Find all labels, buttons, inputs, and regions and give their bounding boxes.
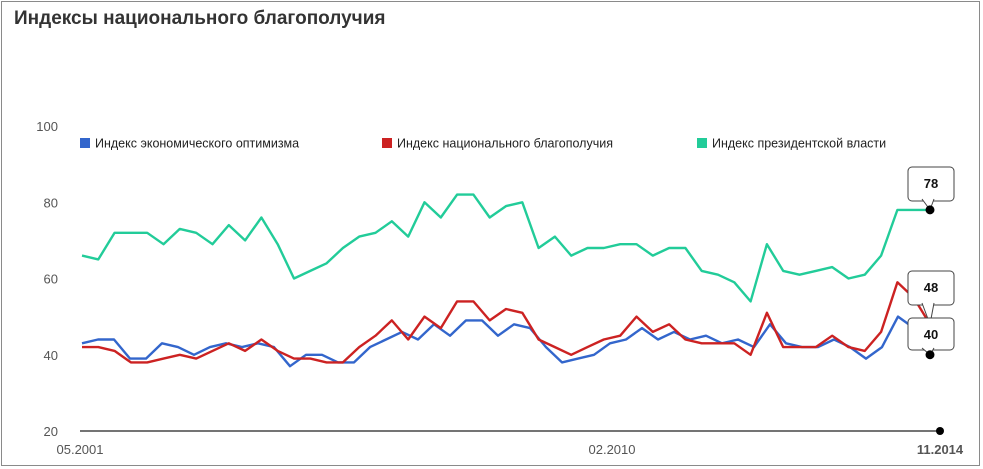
x-axis-end-marker — [936, 427, 944, 435]
series-line-2 — [81, 193, 930, 303]
x-tick-label: 02.2010 — [589, 442, 636, 457]
y-tick-label: 100 — [36, 119, 58, 134]
legend: Индекс экономического оптимизма Индекс на… — [80, 137, 886, 151]
y-tick-label: 60 — [44, 272, 58, 287]
series-line-0 — [81, 315, 932, 368]
series-line-1 — [82, 281, 932, 364]
y-tick-label: 20 — [44, 424, 58, 439]
y-tick-label: 40 — [44, 348, 58, 363]
callout-value-1: 48 — [924, 280, 938, 295]
series-layer — [81, 193, 932, 368]
legend-swatch-0 — [80, 138, 90, 148]
legend-label-2: Индекс президентской власти — [712, 137, 886, 151]
x-tick-label: 11.2014 — [917, 442, 964, 457]
legend-label-1: Индекс национального благополучия — [397, 137, 613, 151]
legend-label-0: Индекс экономического оптимизма — [95, 137, 299, 151]
x-axis: 05.2001 02.2010 11.2014 — [57, 427, 964, 457]
legend-swatch-1 — [382, 138, 392, 148]
y-axis: 20 40 60 80 100 — [36, 119, 58, 439]
callout-dot-0 — [925, 205, 935, 215]
chart-title: Индексы национального благополучия — [14, 8, 386, 29]
callout-value-2: 40 — [924, 327, 938, 342]
callout-dot-2 — [925, 350, 935, 360]
x-tick-label: 05.2001 — [57, 442, 104, 457]
end-value-callouts: 78 48 40 — [907, 166, 955, 360]
y-tick-label: 80 — [44, 195, 58, 210]
legend-swatch-2 — [697, 138, 707, 148]
callout-value-0: 78 — [924, 176, 938, 191]
